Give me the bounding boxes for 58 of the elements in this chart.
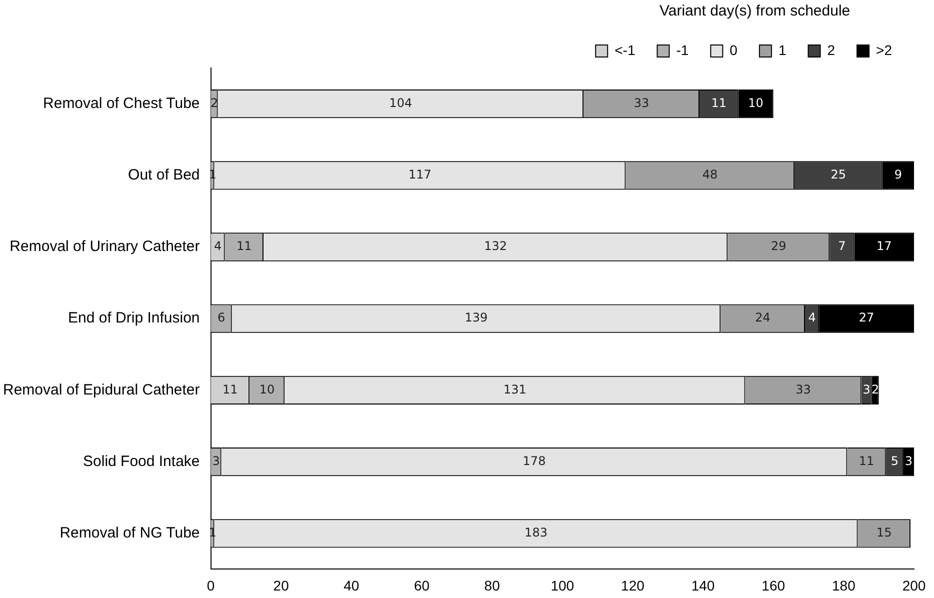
data-label: 7 — [838, 239, 846, 254]
x-tick-label: 160 — [762, 577, 786, 594]
y-tick-label: Removal of Chest Tube — [43, 94, 200, 112]
data-label: 48 — [702, 168, 718, 182]
x-tick-label: 180 — [832, 577, 856, 594]
data-label: 11 — [236, 239, 252, 254]
data-label: 15 — [876, 526, 892, 540]
y-tick-label: Removal of Urinary Catheter — [10, 238, 200, 256]
data-label: 2 — [872, 382, 880, 396]
data-label: 3 — [862, 382, 870, 396]
data-label: 9 — [894, 168, 902, 182]
data-label: 178 — [522, 454, 546, 468]
data-label: 24 — [755, 310, 770, 325]
legend-label: 1 — [778, 42, 786, 58]
data-label: 11 — [222, 382, 238, 396]
data-label: 29 — [770, 239, 786, 254]
data-label: 33 — [796, 382, 811, 396]
x-tick-label: 200 — [902, 577, 926, 594]
x-tick-label: 80 — [484, 577, 500, 594]
legend-label: 0 — [730, 42, 738, 58]
data-label: 5 — [890, 454, 898, 468]
data-label: 4 — [214, 239, 222, 254]
x-tick-label: 40 — [344, 577, 360, 594]
y-tick-label: Out of Bed — [128, 166, 200, 184]
legend-label: -1 — [676, 42, 689, 58]
data-label: 2 — [210, 96, 218, 110]
data-label: 27 — [858, 310, 874, 325]
data-label: 4 — [808, 310, 816, 325]
x-tick-label: 120 — [621, 577, 645, 594]
data-label: 104 — [389, 96, 412, 110]
legend-title: Variant day(s) from schedule — [659, 2, 850, 20]
x-tick-label: 0 — [206, 577, 215, 594]
y-tick-label: Removal of Epidural Catheter — [3, 381, 200, 398]
data-label: 132 — [484, 239, 508, 254]
x-tick-label: 20 — [273, 577, 290, 594]
data-label: 17 — [876, 239, 892, 254]
legend-label: <-1 — [614, 42, 636, 58]
data-label: 6 — [217, 310, 226, 325]
data-label: 10 — [748, 96, 764, 110]
data-label: 139 — [464, 310, 488, 325]
data-label: 11 — [711, 96, 726, 110]
data-label: 117 — [408, 168, 432, 182]
x-tick-label: 100 — [550, 577, 574, 594]
data-label: 183 — [524, 526, 548, 540]
legend-label: >2 — [876, 42, 892, 58]
data-label: 3 — [212, 454, 220, 468]
data-label: 33 — [634, 96, 650, 110]
data-label: 11 — [858, 454, 874, 468]
x-tick-label: 60 — [414, 577, 430, 594]
x-tick-label: 140 — [691, 577, 715, 594]
data-label: 25 — [830, 168, 846, 182]
y-tick-label: End of Drip Infusion — [68, 310, 200, 327]
data-label: 10 — [259, 382, 275, 396]
data-label: 3 — [904, 454, 913, 468]
y-tick-label: Removal of NG Tube — [60, 524, 200, 542]
data-label: 131 — [503, 382, 526, 396]
y-tick-label: Solid Food Intake — [83, 452, 200, 470]
legend-label: 2 — [827, 42, 836, 58]
